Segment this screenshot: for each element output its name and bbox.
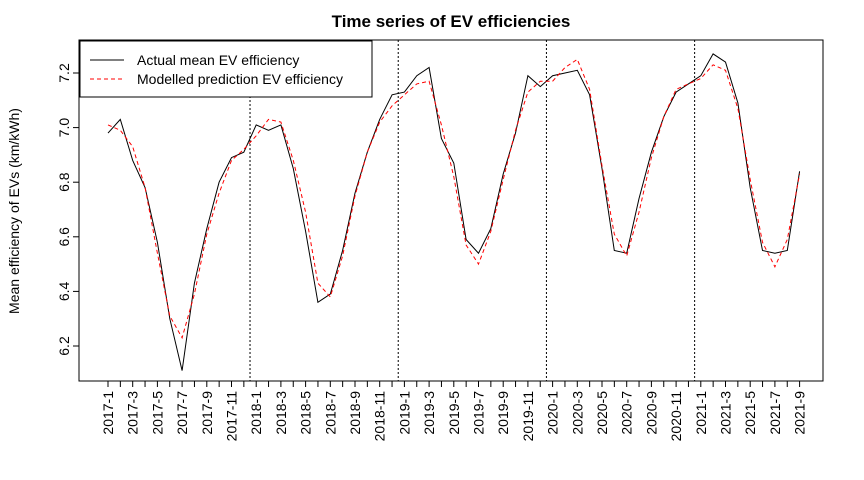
plot-area: 6.2 6.4 6.6 6.8 7.0 7.2 2017-1 2017-3 2017-5 2017…: [56, 39, 824, 442]
x-tick-label: 2020-7: [619, 391, 635, 435]
y-tick-label: 7.2: [56, 63, 72, 83]
x-tick-label: 2018-5: [298, 391, 314, 435]
y-tick-label: 6.6: [56, 227, 72, 247]
x-tick-label: 2018-11: [372, 391, 388, 442]
x-tick-label: 2019-7: [471, 391, 487, 435]
x-tick-label: 2021-1: [693, 391, 709, 435]
series-line-modelled: [107, 58, 801, 340]
x-tick-label: 2019-1: [396, 391, 412, 435]
x-tick-label: 2021-3: [718, 391, 734, 435]
chart-title: Time series of EV efficiencies: [332, 12, 571, 31]
x-tick-label: 2020-3: [569, 391, 585, 435]
x-tick-label: 2018-3: [273, 391, 289, 435]
x-tick-label: 2020-9: [643, 391, 659, 435]
legend: Actual mean EV efficiency Modelled predic…: [79, 40, 373, 98]
x-tick-label: 2020-5: [594, 391, 610, 435]
x-tick-label: 2017-11: [224, 391, 240, 442]
x-tick-label: 2021-9: [792, 391, 808, 435]
x-tick-label: 2017-7: [174, 391, 190, 435]
x-tick-label: 2017-3: [125, 391, 141, 435]
x-tick-label: 2020-1: [545, 391, 561, 435]
y-tick-label: 6.8: [56, 172, 72, 192]
y-tick-label: 6.2: [56, 336, 72, 356]
x-tick-label: 2020-11: [668, 391, 684, 442]
x-tick-label: 2021-5: [742, 391, 758, 435]
y-tick-label: 7.0: [56, 118, 72, 138]
x-tick-label: 2018-7: [322, 391, 338, 435]
x-tick-label: 2019-9: [495, 391, 511, 435]
legend-box: [79, 40, 373, 98]
x-tick-label: 2019-3: [421, 391, 437, 435]
y-axis-label: Mean efficiency of EVs (km/kWh): [6, 108, 22, 314]
x-tick-label: 2021-7: [767, 391, 783, 435]
legend-entry-label: Actual mean EV efficiency: [137, 52, 299, 68]
series-line-actual: [107, 53, 801, 371]
x-tick-label: 2018-1: [248, 391, 264, 435]
x-tick-label: 2018-9: [347, 391, 363, 435]
x-tick-label: 2019-5: [446, 391, 462, 435]
x-tick-label: 2017-1: [100, 391, 116, 435]
x-tick-label: 2017-5: [149, 391, 165, 435]
x-tick-label: 2019-11: [520, 391, 536, 442]
y-tick-label: 6.4: [56, 281, 72, 301]
x-tick-label: 2017-9: [199, 391, 215, 435]
plot-frame: [78, 39, 824, 382]
legend-entry-label: Modelled prediction EV efficiency: [137, 71, 343, 87]
